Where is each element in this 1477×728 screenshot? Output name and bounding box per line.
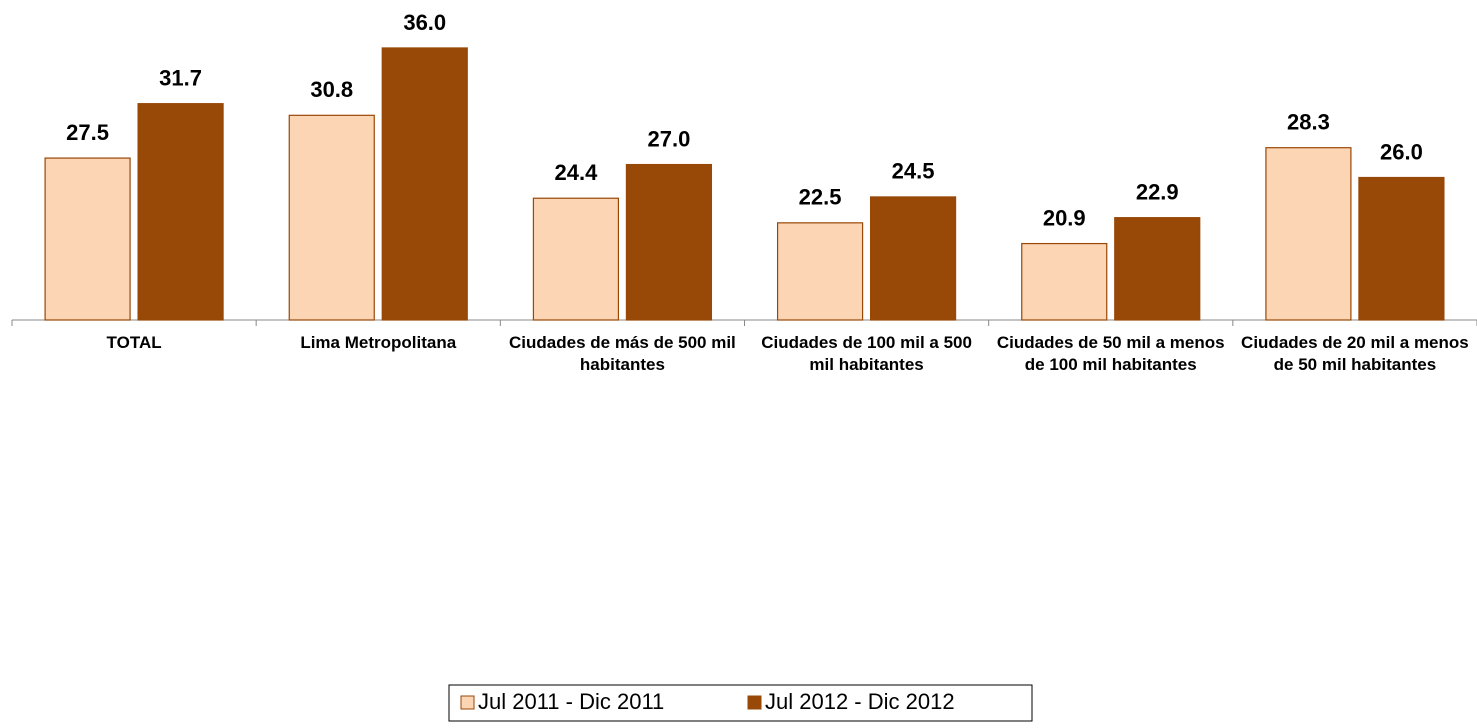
x-tick-label: Lima Metropolitana xyxy=(300,333,457,352)
data-label: 36.0 xyxy=(403,10,446,35)
bar xyxy=(44,157,131,321)
data-label: 30.8 xyxy=(310,77,353,102)
bar xyxy=(532,197,620,321)
data-label: 26.0 xyxy=(1380,139,1423,164)
data-label: 24.4 xyxy=(555,160,599,185)
bar xyxy=(137,103,224,321)
data-label: 31.7 xyxy=(159,65,202,90)
bar xyxy=(1358,176,1445,321)
x-tick-label: Ciudades de 20 mil a menos de 50 mil hab… xyxy=(1241,333,1469,374)
data-label: 22.5 xyxy=(799,185,842,210)
bar xyxy=(381,47,468,321)
legend-label: Jul 2011 - Dic 2011 xyxy=(478,689,664,714)
legend-swatch xyxy=(460,695,475,710)
bar xyxy=(1265,147,1352,321)
data-label: 27.5 xyxy=(66,120,109,145)
bar xyxy=(776,222,864,321)
data-label: 24.5 xyxy=(892,159,935,184)
bar xyxy=(288,114,375,321)
x-tick-label: Ciudades de más de 500 mil habitantes xyxy=(509,333,736,374)
data-label: 28.3 xyxy=(1287,110,1330,135)
x-tick-label: Ciudades de 50 mil a menos de 100 mil ha… xyxy=(996,333,1225,374)
x-tick-label: TOTAL xyxy=(106,333,162,352)
bar xyxy=(625,163,713,321)
legend-swatch xyxy=(747,695,762,710)
bar xyxy=(1114,217,1201,321)
bar xyxy=(1021,242,1108,321)
data-label: 22.9 xyxy=(1136,179,1179,204)
bar xyxy=(869,196,957,321)
legend-label: Jul 2012 - Dic 2012 xyxy=(765,689,955,714)
data-label: 27.0 xyxy=(648,126,691,151)
legend-box xyxy=(448,684,1033,722)
data-label: 20.9 xyxy=(1043,205,1086,230)
x-tick-label: Ciudades de 100 mil a 500 mil habitantes xyxy=(761,333,972,374)
